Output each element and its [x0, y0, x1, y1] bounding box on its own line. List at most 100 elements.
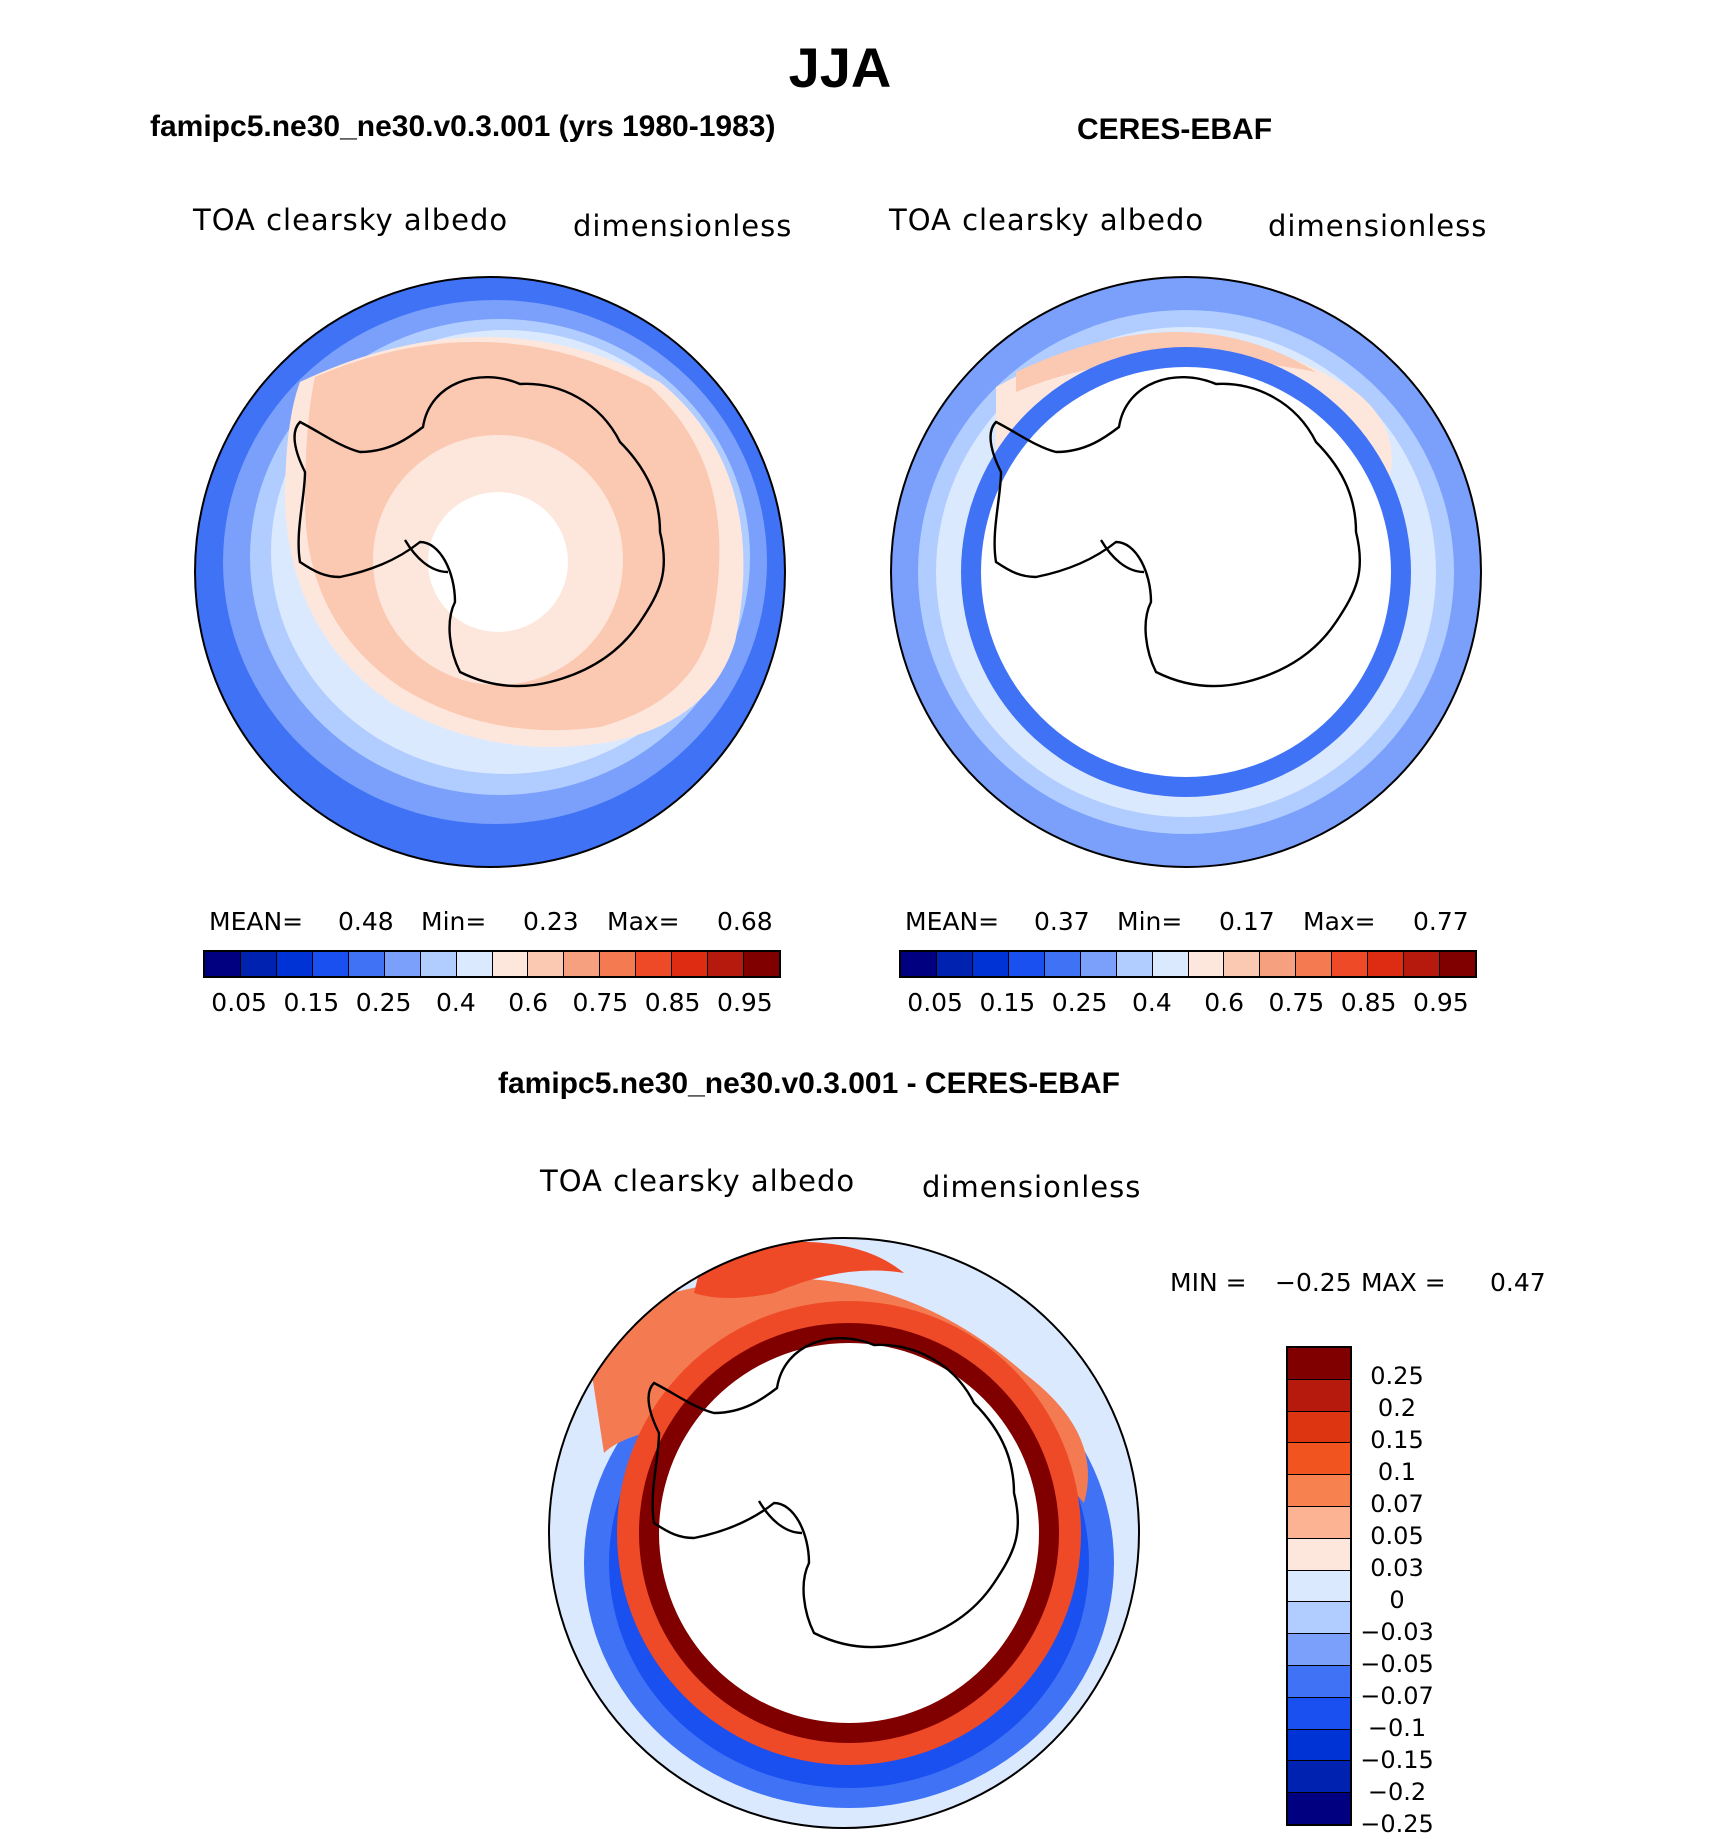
colorbar-swatch — [901, 952, 937, 976]
colorbar-tick-label: −0.07 — [1360, 1682, 1434, 1710]
colorbar-swatch — [1080, 952, 1117, 976]
colorbar-tick-label: 0.15 — [1370, 1426, 1424, 1454]
colorbar-swatch — [1288, 1602, 1350, 1635]
diff-panel-title: famipc5.ne30_ne30.v0.3.001 - CERES-EBAF — [498, 1067, 1120, 1100]
model-mean-value: 0.48 — [338, 907, 394, 936]
obs-max-value: 0.77 — [1413, 907, 1469, 936]
colorbar-tick-label: 0.2 — [1377, 1394, 1417, 1422]
colorbar-swatch — [1188, 952, 1225, 976]
colorbar-swatch — [456, 952, 493, 976]
map-contour-band — [1016, 332, 1316, 392]
diff-colorbar-ticks: 0.25 0.2 0.15 0.1 0.07 0.05 0.03 0 −0.03 −0.05 −0.… — [1358, 1346, 1478, 1838]
colorbar-swatch — [1440, 952, 1475, 976]
diff-min-value: −0.25 — [1275, 1268, 1352, 1297]
colorbar-swatch — [1288, 1379, 1350, 1412]
colorbar-tick-label: 0.6 — [1204, 988, 1245, 1017]
figure-title: JJA — [788, 36, 892, 99]
model-panel-title: famipc5.ne30_ne30.v0.3.001 (yrs 1980-198… — [150, 110, 776, 143]
colorbar-swatch — [1260, 952, 1297, 976]
colorbar-swatch — [600, 952, 637, 976]
diff-min-label: MIN = — [1170, 1268, 1247, 1297]
colorbar-swatch — [1288, 1729, 1350, 1762]
obs-polar-map — [890, 276, 1482, 868]
colorbar-swatch — [1288, 1538, 1350, 1571]
colorbar-tick-label: 0.75 — [572, 988, 629, 1017]
colorbar-swatch — [528, 952, 565, 976]
colorbar-tick-label: 0.4 — [435, 988, 476, 1017]
colorbar-swatch — [744, 952, 779, 976]
diff-variable-label: TOA clearsky albedo — [540, 1164, 856, 1198]
colorbar-swatch — [1404, 952, 1441, 976]
obs-variable-label: TOA clearsky albedo — [889, 203, 1205, 237]
colorbar-tick-label: 0.05 — [211, 988, 267, 1017]
diff-max-label: MAX = — [1361, 1268, 1446, 1297]
antarctica-coastline — [293, 376, 666, 688]
colorbar-tick-label: 0.85 — [644, 988, 701, 1017]
colorbar-swatch — [972, 952, 1009, 976]
colorbar-swatch — [348, 952, 385, 976]
colorbar-swatch — [1224, 952, 1261, 976]
colorbar-tick-label: −0.15 — [1360, 1746, 1434, 1774]
colorbar-swatch — [1288, 1793, 1350, 1824]
colorbar-tick-label: 0.15 — [283, 988, 340, 1017]
diff-colorbar — [1286, 1346, 1352, 1826]
colorbar-swatch — [1288, 1348, 1350, 1380]
model-mean-label: MEAN= — [209, 907, 304, 936]
diff-polar-map — [548, 1237, 1140, 1829]
colorbar-swatch — [1296, 952, 1333, 976]
model-colorbar-ticks: 0.05 0.15 0.25 0.4 0.6 0.75 0.85 0.95 — [203, 988, 781, 1018]
map-border — [890, 276, 1482, 868]
colorbar-swatch — [1152, 952, 1189, 976]
obs-colorbar — [899, 950, 1477, 978]
model-min-label: Min= — [421, 907, 487, 936]
model-variable-label: TOA clearsky albedo — [193, 203, 509, 237]
colorbar-swatch — [1288, 1570, 1350, 1603]
colorbar-swatch — [1288, 1761, 1350, 1794]
model-units-label: dimensionless — [573, 209, 793, 243]
model-polar-map — [194, 276, 786, 868]
missing-data-region — [981, 367, 1391, 777]
colorbar-tick-label: 0.6 — [508, 988, 549, 1017]
colorbar-tick-label: −0.1 — [1367, 1714, 1427, 1742]
colorbar-tick-label: 0.4 — [1131, 988, 1172, 1017]
colorbar-swatch — [1288, 1506, 1350, 1539]
colorbar-swatch — [1044, 952, 1081, 976]
colorbar-tick-label: −0.03 — [1360, 1618, 1434, 1646]
colorbar-swatch — [1008, 952, 1045, 976]
peninsula-coastline — [1099, 539, 1145, 574]
colorbar-tick-label: 0.03 — [1370, 1554, 1424, 1582]
peninsula-coastline — [403, 539, 449, 574]
colorbar-tick-label: −0.05 — [1360, 1650, 1434, 1678]
colorbar-swatch — [1288, 1443, 1350, 1476]
antarctica-coastline — [647, 1337, 1020, 1649]
obs-mean-label: MEAN= — [905, 907, 1000, 936]
colorbar-swatch — [492, 952, 529, 976]
colorbar-tick-label: 0.05 — [1370, 1522, 1424, 1550]
colorbar-tick-label: −0.25 — [1360, 1810, 1434, 1838]
obs-max-label: Max= — [1303, 907, 1376, 936]
model-colorbar — [203, 950, 781, 978]
colorbar-swatch — [1368, 952, 1405, 976]
colorbar-tick-label: 0.25 — [1370, 1362, 1424, 1390]
peninsula-coastline — [757, 1500, 803, 1535]
model-max-label: Max= — [607, 907, 680, 936]
colorbar-swatch — [384, 952, 421, 976]
colorbar-swatch — [1288, 1665, 1350, 1698]
colorbar-swatch — [564, 952, 601, 976]
obs-mean-value: 0.37 — [1034, 907, 1090, 936]
colorbar-swatch — [240, 952, 277, 976]
colorbar-swatch — [1288, 1697, 1350, 1730]
missing-data-region — [428, 492, 568, 632]
colorbar-tick-label: 0.1 — [1377, 1458, 1417, 1486]
antarctica-coastline — [989, 376, 1362, 688]
colorbar-tick-label: 0.15 — [979, 988, 1036, 1017]
diff-max-value: 0.47 — [1490, 1268, 1546, 1297]
colorbar-tick-label: 0.75 — [1268, 988, 1325, 1017]
colorbar-swatch — [1332, 952, 1369, 976]
colorbar-swatch — [1288, 1475, 1350, 1507]
obs-colorbar-ticks: 0.05 0.15 0.25 0.4 0.6 0.75 0.85 0.95 — [899, 988, 1477, 1018]
colorbar-tick-label: −0.2 — [1367, 1778, 1427, 1806]
obs-min-label: Min= — [1117, 907, 1183, 936]
colorbar-swatch — [420, 952, 457, 976]
map-contour-band — [694, 1241, 904, 1298]
